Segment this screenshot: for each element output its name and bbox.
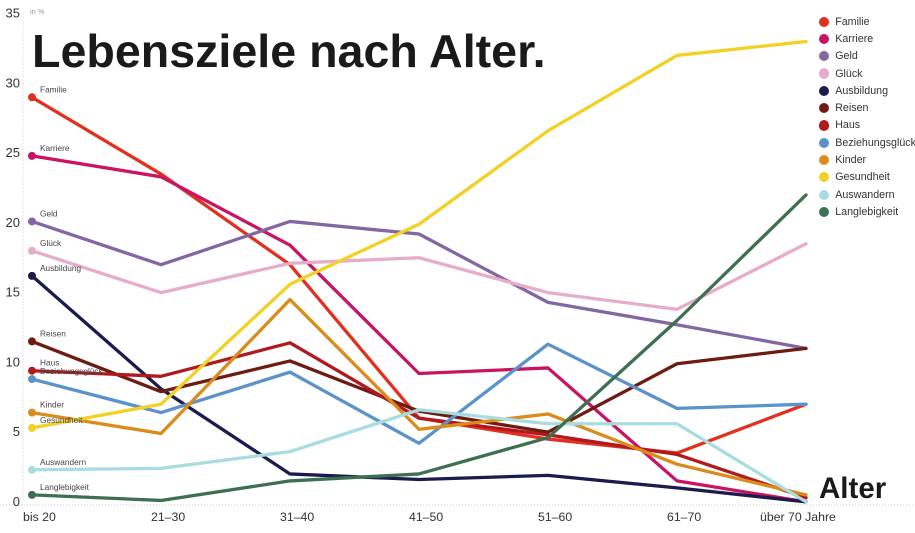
svg-text:15: 15 [6, 285, 20, 300]
svg-text:Geld: Geld [40, 208, 58, 218]
svg-text:Familie: Familie [40, 84, 67, 94]
svg-text:Glück: Glück [40, 238, 62, 248]
svg-text:61–70: 61–70 [667, 510, 701, 524]
svg-text:31–40: 31–40 [280, 510, 314, 524]
svg-text:Beziehungsglück: Beziehungsglück [40, 366, 104, 376]
svg-text:bis 20: bis 20 [23, 510, 56, 524]
svg-text:20: 20 [6, 215, 20, 230]
svg-text:41–50: 41–50 [409, 510, 443, 524]
svg-text:10: 10 [6, 354, 20, 369]
svg-text:über 70 Jahre: über 70 Jahre [760, 510, 836, 524]
svg-text:0: 0 [13, 494, 20, 509]
svg-text:Reisen: Reisen [40, 328, 66, 338]
svg-text:30: 30 [6, 75, 20, 90]
svg-text:Langlebigkeit: Langlebigkeit [40, 482, 90, 492]
svg-text:5: 5 [13, 424, 20, 439]
svg-text:51–60: 51–60 [538, 510, 572, 524]
svg-text:Gesundheit: Gesundheit [40, 415, 83, 425]
svg-text:Auswandern: Auswandern [40, 457, 87, 467]
svg-text:Kinder: Kinder [40, 400, 64, 410]
svg-text:Karriere: Karriere [40, 143, 70, 153]
svg-text:25: 25 [6, 145, 20, 160]
svg-text:35: 35 [6, 6, 20, 21]
svg-text:21–30: 21–30 [151, 510, 185, 524]
svg-text:Ausbildung: Ausbildung [40, 263, 81, 273]
